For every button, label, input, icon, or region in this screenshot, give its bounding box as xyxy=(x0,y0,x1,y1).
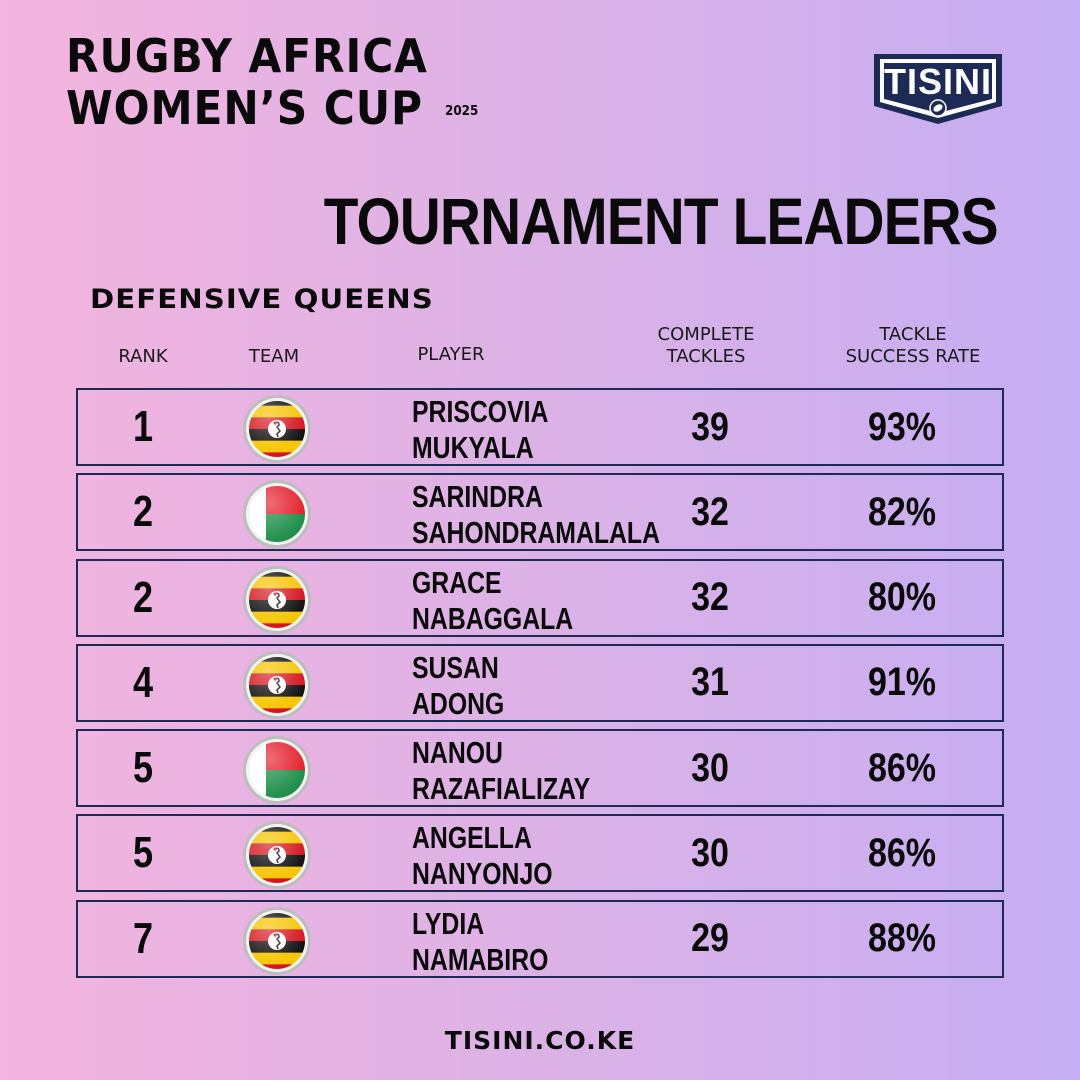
table-row: 2 SARINDRA SAHONDRAMALALA 32 82% xyxy=(76,473,1004,552)
table-row: 7 LYDIA NAMABIRO 29 88% xyxy=(76,899,1004,978)
uganda-flag-icon xyxy=(243,565,311,634)
player-name: PRISCOVIA MUKYALA xyxy=(412,394,548,466)
column-header-rate-line2: SUCCESS RATE xyxy=(845,346,981,367)
event-title-line1: RUGBY AFRICA xyxy=(66,29,428,83)
player-first-name: PRISCOVIA xyxy=(412,394,549,429)
column-header-team: TEAM xyxy=(248,346,300,367)
rugby-ball-icon xyxy=(929,99,947,117)
column-header-rate: TACKLE SUCCESS RATE xyxy=(818,324,1008,368)
table-row: 2 GRACE NABAGGALA 32 80% xyxy=(76,558,1004,637)
complete-tackles-value: 29 xyxy=(691,916,729,961)
section-subheading: DEFENSIVE QUEENS xyxy=(90,284,434,315)
column-header-rate-line1: TACKLE xyxy=(879,324,947,345)
player-name: NANOU RAZAFIALIZAY xyxy=(412,735,590,807)
success-rate-value: 82% xyxy=(867,489,937,534)
success-rate-value: 93% xyxy=(867,404,937,449)
rank-value: 2 xyxy=(132,572,154,622)
complete-tackles-value: 30 xyxy=(691,745,729,790)
event-title: RUGBY AFRICA WOMEN’S CUP 2025 xyxy=(66,30,478,138)
table-row: 5 ANGELLA NANYONJO 30 86% xyxy=(76,814,1004,893)
column-header-tackles: COMPLETE TACKLES xyxy=(626,324,786,368)
player-last-name: RAZAFIALIZAY xyxy=(412,771,591,807)
madagascar-flag-icon xyxy=(243,736,311,805)
complete-tackles-value: 31 xyxy=(691,660,729,705)
player-first-name: LYDIA xyxy=(412,905,485,941)
player-first-name: NANOU xyxy=(412,735,503,771)
player-last-name: MUKYALA xyxy=(412,430,534,465)
logo-text: TISINI xyxy=(884,61,992,102)
success-rate-value: 80% xyxy=(867,575,937,620)
uganda-flag-icon xyxy=(243,821,311,890)
column-header-tackles-line1: COMPLETE xyxy=(657,324,755,345)
complete-tackles-value: 32 xyxy=(691,489,729,534)
success-rate-value: 91% xyxy=(867,660,937,705)
rank-value: 5 xyxy=(132,743,154,793)
player-name: ANGELLA NANYONJO xyxy=(412,820,553,892)
rank-value: 2 xyxy=(132,487,154,537)
table-row: 4 SUSAN ADONG 31 91% xyxy=(76,643,1004,722)
rank-value: 7 xyxy=(132,913,154,963)
success-rate-value: 86% xyxy=(867,745,937,790)
tisini-logo: TISINI xyxy=(874,54,1002,124)
player-first-name: ANGELLA xyxy=(412,820,532,856)
table-row: 5 NANOU RAZAFIALIZAY 30 86% xyxy=(76,729,1004,808)
event-title-line2: WOMEN’S CUP xyxy=(66,81,423,135)
column-header-player: PLAYER xyxy=(417,344,485,365)
player-last-name: NABAGGALA xyxy=(412,600,574,636)
event-year: 2025 xyxy=(445,103,479,119)
page-heading: TOURNAMENT LEADERS xyxy=(323,184,999,258)
player-name: SARINDRA SAHONDRAMALALA xyxy=(412,479,660,551)
column-header-tackles-line2: TACKLES xyxy=(666,346,746,367)
table-row: 1 PRISCOVIA MUKYALA 39 93% xyxy=(76,388,1004,466)
leaders-table: 1 PRISCOVIA MUKYALA 39 93% 2 SARINDRA SAHO… xyxy=(76,388,1004,985)
player-first-name: GRACE xyxy=(412,564,502,600)
complete-tackles-value: 30 xyxy=(691,830,729,875)
rank-value: 1 xyxy=(132,402,154,451)
success-rate-value: 88% xyxy=(867,916,937,961)
player-last-name: NANYONJO xyxy=(412,856,553,892)
player-last-name: NAMABIRO xyxy=(412,941,549,977)
uganda-flag-icon xyxy=(243,395,311,463)
madagascar-flag-icon xyxy=(243,480,311,549)
player-name: GRACE NABAGGALA xyxy=(412,565,573,637)
player-name: LYDIA NAMABIRO xyxy=(412,906,548,978)
complete-tackles-value: 32 xyxy=(691,575,729,620)
website-footer: TISINI.CO.KE xyxy=(444,1026,636,1055)
column-header-rank: RANK xyxy=(118,346,168,367)
rank-value: 4 xyxy=(132,657,154,707)
player-last-name: ADONG xyxy=(412,685,505,721)
player-name: SUSAN ADONG xyxy=(412,650,504,722)
player-first-name: SUSAN xyxy=(412,649,499,685)
complete-tackles-value: 39 xyxy=(691,404,729,449)
player-first-name: SARINDRA xyxy=(412,479,543,515)
success-rate-value: 86% xyxy=(867,830,937,875)
uganda-flag-icon xyxy=(243,650,311,719)
player-last-name: SAHONDRAMALALA xyxy=(412,515,660,551)
rank-value: 5 xyxy=(132,828,154,878)
uganda-flag-icon xyxy=(243,906,311,975)
